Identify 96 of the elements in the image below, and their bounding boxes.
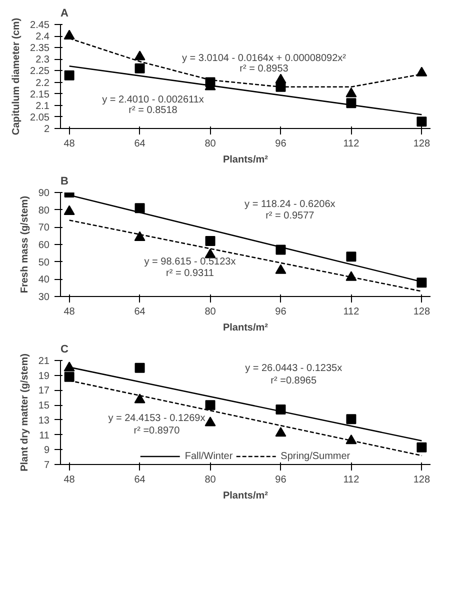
y-tick-label: 30 <box>38 292 50 303</box>
annotation: y = 26.0443 - 0.1235x <box>245 363 342 374</box>
x-tick-label: 80 <box>204 306 216 318</box>
y-tick-label: 80 <box>38 205 50 216</box>
y-axis-title: Plant dry matter (g/stem) <box>19 354 30 472</box>
y-tick-label: 15 <box>38 400 50 412</box>
point <box>416 66 428 76</box>
point <box>346 434 357 444</box>
y-tick-label: 2.25 <box>30 66 50 78</box>
annotation: r² = 0.8518 <box>128 105 178 116</box>
x-tick-label: 80 <box>204 138 216 150</box>
x-tick-label: 64 <box>134 306 146 318</box>
x-tick-label: 48 <box>64 138 76 150</box>
point <box>205 400 216 410</box>
annotation: y = 118.24 - 0.6206x <box>244 199 336 210</box>
point <box>346 88 357 98</box>
y-tick-label: 50 <box>38 257 50 268</box>
point <box>64 70 74 80</box>
point <box>416 442 427 452</box>
annotation: r² = 0.9311 <box>166 268 214 279</box>
point <box>416 116 427 127</box>
y-tick-label: 7 <box>44 460 50 471</box>
chart-title: B <box>60 176 68 188</box>
annotation: r² =0.8965 <box>270 376 317 386</box>
legend-label: Spring/Summer <box>280 450 350 462</box>
point <box>205 236 216 246</box>
point <box>276 244 286 255</box>
x-axis-title: Plants/m² <box>222 490 269 502</box>
y-axis-title: Capitulum diameter (cm) <box>11 18 22 136</box>
point <box>134 50 146 60</box>
point <box>134 394 146 404</box>
point <box>275 264 286 274</box>
point <box>64 372 74 382</box>
annotation: r² =0.8970 <box>134 425 180 436</box>
y-tick-label: 2 <box>44 124 50 135</box>
x-tick-label: 112 <box>343 138 360 150</box>
y-tick-label: 70 <box>38 222 50 234</box>
x-tick-label: 96 <box>275 474 287 486</box>
y-tick-label: 2.2 <box>36 78 50 89</box>
point <box>64 30 75 40</box>
y-tick-label: 2.45 <box>30 20 50 31</box>
annotation: r² = 0.8953 <box>240 63 289 74</box>
point <box>275 74 286 84</box>
point <box>134 231 146 241</box>
y-tick-label: 2.05 <box>30 112 50 124</box>
y-tick-label: 60 <box>38 240 50 251</box>
y-tick-label: 40 <box>38 274 50 286</box>
point <box>204 248 216 258</box>
annotation: y = 24.4153 - 0.1269x <box>108 412 206 424</box>
y-tick-label: 13 <box>38 415 50 426</box>
x-tick-label: 96 <box>275 306 287 318</box>
annotation: y = 98.615 - 0.5123x <box>144 256 236 268</box>
y-tick-label: 2.4 <box>36 32 50 43</box>
y-tick-label: 90 <box>38 188 50 199</box>
x-tick-label: 112 <box>343 474 360 486</box>
annotation: r² = 0.9577 <box>266 210 315 222</box>
x-tick-label: 128 <box>413 474 430 486</box>
chart-title: A <box>60 8 68 20</box>
y-tick-label: 2.35 <box>30 43 50 54</box>
x-tick-label: 112 <box>343 306 360 318</box>
annotation: y = 2.4010 - 0.002611x <box>102 94 204 106</box>
y-axis-title: Fresh mass (g/stem) <box>19 196 30 294</box>
y-tick-label: 2.3 <box>36 54 50 66</box>
annotation: y = 3.0104 - 0.0164x + 0.00008092x² <box>182 53 347 64</box>
point <box>275 427 286 437</box>
x-tick-label: 48 <box>64 474 76 486</box>
legend-label: Fall/Winter <box>184 450 233 462</box>
y-tick-label: 19 <box>38 370 50 382</box>
point <box>64 205 75 215</box>
x-axis-title: Plants/m² <box>222 154 269 166</box>
point <box>346 98 356 108</box>
y-tick-label: 21 <box>38 356 50 367</box>
y-tick-label: 11 <box>39 430 50 442</box>
y-tick-label: 2.15 <box>30 89 50 100</box>
x-tick-label: 128 <box>413 138 430 150</box>
x-tick-label: 80 <box>204 474 216 486</box>
point <box>416 278 427 288</box>
point <box>134 362 145 373</box>
point <box>64 362 75 372</box>
x-tick-label: 64 <box>134 474 146 486</box>
point <box>346 271 357 281</box>
y-tick-label: 9 <box>44 445 50 456</box>
point <box>134 203 145 214</box>
point <box>276 404 286 415</box>
point <box>346 252 356 262</box>
point <box>134 63 145 74</box>
point <box>204 416 216 426</box>
point <box>346 414 356 424</box>
x-tick-label: 48 <box>64 306 76 318</box>
chart-title: C <box>60 344 68 356</box>
x-tick-label: 96 <box>275 138 287 150</box>
x-axis-title: Plants/m² <box>222 322 269 334</box>
y-tick-label: 17 <box>38 386 50 397</box>
y-tick-label: 2.1 <box>36 100 50 112</box>
x-tick-label: 128 <box>413 306 430 318</box>
x-tick-label: 64 <box>134 138 146 150</box>
